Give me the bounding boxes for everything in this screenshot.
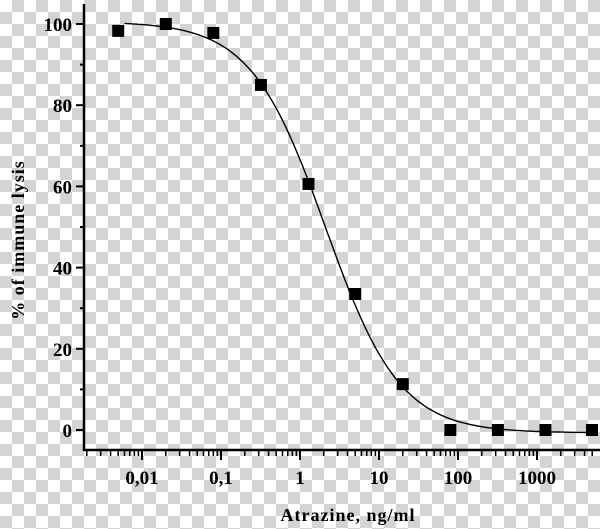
data-point-marker bbox=[302, 177, 315, 190]
y-ticks: 0 20 40 60 80 100 bbox=[44, 15, 84, 442]
x-tick-label: 100 bbox=[444, 468, 473, 489]
fit-curve bbox=[124, 22, 587, 434]
y-tick-label: 0 bbox=[63, 421, 73, 442]
y-tick-label: 40 bbox=[53, 259, 72, 280]
data-point-marker bbox=[586, 424, 598, 436]
data-point-marker bbox=[159, 18, 172, 30]
data-point-marker bbox=[539, 424, 552, 436]
x-ticks: 0,01 0,1 1 10 100 1000 bbox=[86, 450, 593, 489]
x-tick-label: 1 bbox=[295, 468, 305, 489]
x-tick-label: 0,1 bbox=[209, 468, 233, 489]
data-point-marker bbox=[254, 78, 267, 91]
x-tick-label: 0,01 bbox=[125, 468, 158, 489]
data-point-marker bbox=[491, 424, 504, 436]
x-tick-label: 10 bbox=[370, 468, 389, 489]
y-tick-label: 20 bbox=[53, 340, 72, 361]
data-point-marker bbox=[207, 26, 220, 39]
data-point-marker bbox=[349, 287, 362, 300]
y-tick-label: 80 bbox=[53, 96, 72, 117]
y-tick-label: 60 bbox=[53, 177, 72, 198]
axes bbox=[82, 4, 600, 452]
y-tick-label: 100 bbox=[44, 15, 73, 36]
data-point-marker bbox=[444, 424, 457, 436]
x-axis-title: Atrazine, ng/ml bbox=[281, 505, 416, 525]
data-point-marker bbox=[396, 378, 409, 391]
y-axis-title: % of immune lysis bbox=[8, 160, 28, 320]
x-tick-label: 1000 bbox=[518, 468, 556, 489]
data-point-marker bbox=[112, 24, 125, 37]
data-markers bbox=[112, 18, 598, 436]
